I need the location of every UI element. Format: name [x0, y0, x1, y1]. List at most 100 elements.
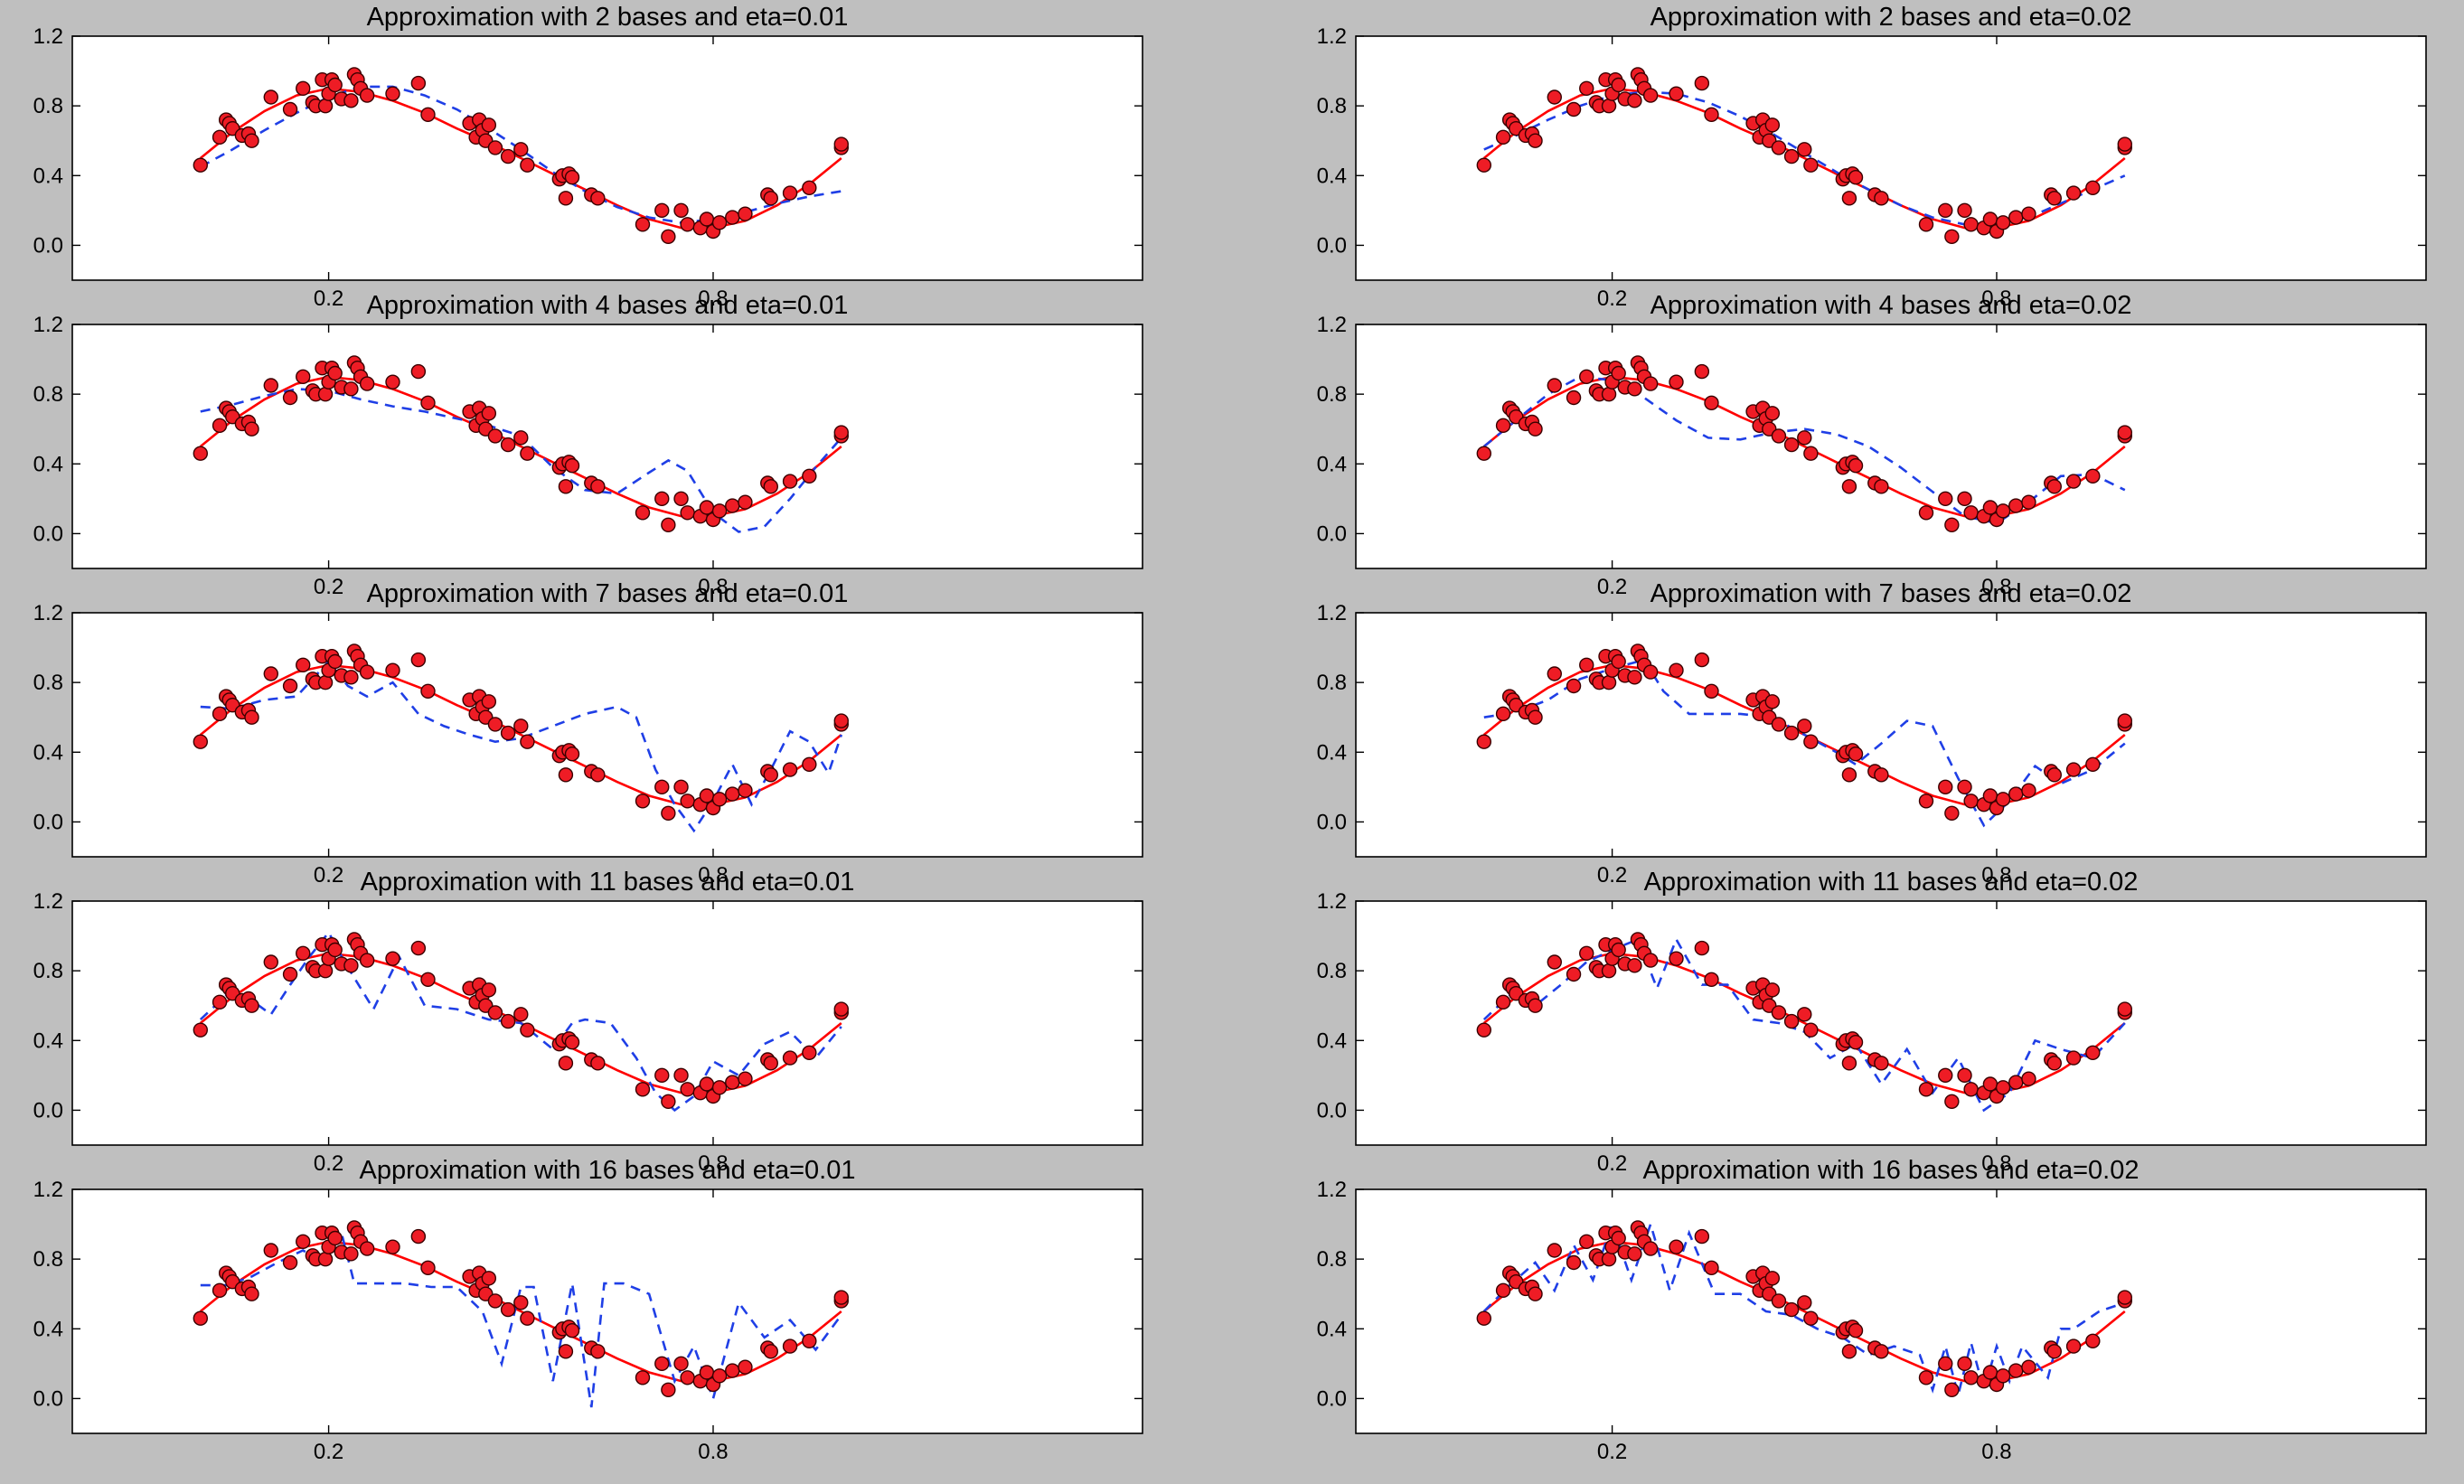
x-tick-label: 0.2 — [1597, 1151, 1627, 1176]
x-tick-label: 0.2 — [1597, 1440, 1627, 1464]
sample-point — [2008, 210, 2024, 225]
subplot-1: Approximation with 2 bases and eta=0.01 0… — [33, 3, 1143, 311]
sample-point — [1963, 505, 1979, 521]
sample-point — [725, 786, 740, 802]
sample-point — [359, 1241, 375, 1256]
sample-point — [1963, 794, 1979, 809]
y-tick-label: 0.0 — [33, 233, 63, 258]
sample-point — [520, 157, 535, 173]
panel-title: Approximation with 4 bases and eta=0.02 — [1651, 291, 2132, 320]
sample-point — [193, 157, 208, 173]
sample-point — [2021, 1359, 2036, 1375]
y-tick-label: 0.4 — [33, 740, 63, 765]
y-tick-label: 0.0 — [1317, 1386, 1347, 1411]
x-tick-label: 0.8 — [1981, 575, 2011, 599]
sample-point — [1982, 1076, 1998, 1092]
plot-content — [193, 67, 849, 244]
sample-point — [327, 77, 343, 93]
sample-point — [2046, 479, 2062, 494]
sample-point — [711, 1368, 728, 1384]
sample-point — [327, 942, 343, 958]
sample-point — [520, 1022, 535, 1038]
sample-point — [1803, 734, 1819, 749]
sample-point — [1841, 767, 1857, 783]
x-tick-label: 0.2 — [1597, 286, 1627, 311]
sample-point — [296, 369, 311, 385]
panels: Approximation with 2 bases and eta=0.01 0… — [33, 3, 2427, 1464]
sample-point — [1528, 1286, 1543, 1301]
sample-point — [1841, 1344, 1857, 1359]
sample-point — [738, 206, 753, 221]
plot-content — [193, 643, 849, 833]
sample-point — [738, 494, 753, 510]
sample-point — [244, 421, 259, 437]
sample-point — [1566, 966, 1582, 982]
sample-point — [782, 1338, 798, 1354]
sample-point — [410, 363, 427, 380]
sample-point — [1764, 117, 1781, 133]
sample-point — [500, 437, 516, 453]
sample-point — [833, 425, 849, 440]
sample-point — [263, 954, 278, 970]
sample-point — [487, 717, 503, 732]
plot-content — [1476, 67, 2132, 244]
sample-point — [738, 1359, 753, 1375]
sample-point — [1476, 157, 1491, 173]
sample-point — [1704, 1260, 1719, 1275]
sample-point — [738, 783, 753, 798]
sample-point — [711, 503, 728, 519]
sample-point — [699, 1365, 715, 1380]
sample-point — [1495, 994, 1511, 1010]
sample-point — [1669, 951, 1684, 966]
sample-point — [782, 474, 798, 489]
sample-point — [1704, 972, 1719, 987]
sample-point — [558, 1056, 574, 1071]
sample-point — [661, 805, 676, 821]
sample-point — [1771, 1293, 1787, 1309]
sample-point — [487, 140, 503, 155]
sample-point — [420, 107, 436, 122]
sample-point — [1669, 1239, 1684, 1254]
sample-point — [1797, 1295, 1812, 1310]
sample-point — [1764, 694, 1781, 709]
sample-point — [327, 365, 343, 381]
sample-point — [2046, 1344, 2062, 1359]
sample-point — [1566, 1254, 1582, 1271]
y-tick-label: 0.4 — [1317, 164, 1347, 188]
sample-point — [1957, 1067, 1972, 1084]
sample-point — [1771, 140, 1787, 155]
panel-title: Approximation with 4 bases and eta=0.01 — [367, 291, 849, 320]
sample-point — [1547, 378, 1562, 393]
y-tick-label: 0.0 — [33, 1386, 63, 1411]
sample-point — [1601, 386, 1617, 402]
sample-point — [1528, 421, 1543, 437]
sample-point — [359, 376, 375, 391]
sample-point — [782, 185, 798, 201]
sample-point — [661, 229, 676, 244]
panel-title: Approximation with 11 bases and eta=0.01 — [361, 868, 855, 897]
sample-point — [520, 1310, 535, 1326]
sample-point — [738, 1071, 753, 1086]
panel-title: Approximation with 7 bases and eta=0.02 — [1651, 579, 2132, 608]
y-tick-label: 1.2 — [1317, 24, 1347, 49]
sample-point — [296, 657, 311, 673]
sample-point — [282, 390, 298, 406]
sample-point — [193, 446, 208, 461]
sample-point — [1944, 517, 1960, 532]
sample-point — [680, 1370, 695, 1385]
sample-point — [1848, 170, 1864, 185]
sample-point — [359, 664, 375, 680]
sample-point — [680, 217, 695, 232]
sample-point — [1495, 706, 1511, 722]
sample-point — [1495, 129, 1511, 146]
sample-point — [1918, 505, 1934, 521]
sample-point — [2008, 786, 2024, 802]
sample-point — [481, 982, 497, 998]
sample-point — [1627, 93, 1642, 108]
sample-point — [699, 1076, 715, 1092]
sample-point — [1783, 1013, 1800, 1029]
y-tick-label: 0.0 — [1317, 521, 1347, 546]
sample-point — [1874, 1344, 1889, 1359]
sample-point — [654, 779, 670, 795]
sample-point — [1995, 215, 2011, 230]
